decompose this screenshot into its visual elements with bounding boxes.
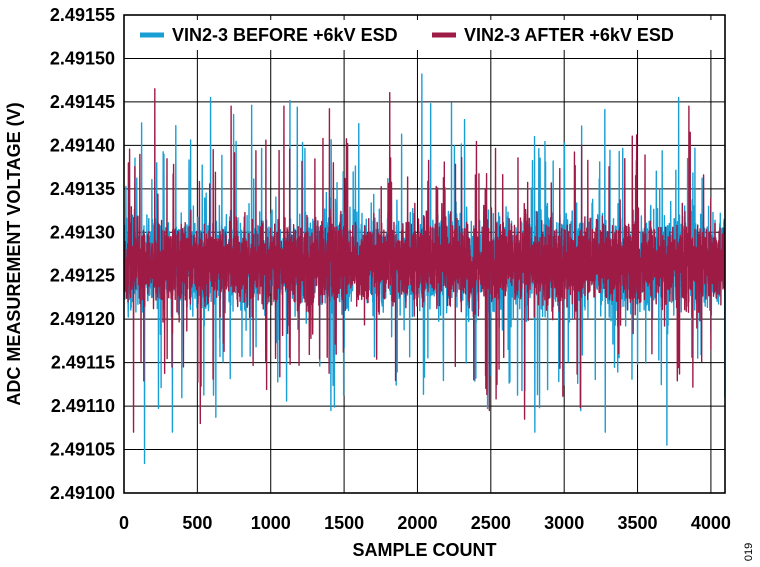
y-tick-label: 2.49135 [50,179,115,199]
y-tick-label: 2.49145 [50,92,115,112]
series-line-after [124,88,725,433]
x-tick-label: 1000 [251,513,291,533]
x-tick-label: 3500 [618,513,658,533]
x-tick-label: 2000 [397,513,437,533]
y-tick-label: 2.49105 [50,440,115,460]
legend: VIN2-3 BEFORE +6kV ESD VIN2-3 AFTER +6kV… [132,20,716,50]
y-tick-label: 2.49130 [50,222,115,242]
y-tick-label: 2.49125 [50,266,115,286]
legend-background [132,20,716,50]
x-axis-title: SAMPLE COUNT [353,540,497,560]
y-axis-ticks: 2.49100 2.49105 2.49110 2.49115 2.49120 2.491… [50,5,115,503]
x-tick-label: 500 [182,513,212,533]
x-tick-label: 3000 [544,513,584,533]
legend-label-before: VIN2-3 BEFORE +6kV ESD [172,25,398,45]
y-tick-label: 2.49115 [51,353,115,373]
figure-id: 019 [743,543,755,561]
x-tick-label: 0 [119,513,129,533]
x-tick-label: 4000 [691,513,731,533]
y-tick-label: 2.49150 [50,48,115,68]
plot-frame [123,14,726,494]
y-tick-label: 2.49155 [50,5,115,25]
y-tick-label: 2.49120 [50,309,115,329]
y-axis-title: ADC MEASUREMENT VOLTAGE (V) [4,102,24,405]
x-axis-ticks: 0 500 1000 1500 2000 2500 3000 3500 4000 [119,513,731,533]
y-tick-label: 2.49110 [51,396,115,416]
series-layer [124,73,725,465]
y-tick-label: 2.49140 [50,135,115,155]
y-tick-label: 2.49100 [50,483,115,503]
legend-label-after: VIN2-3 AFTER +6kV ESD [464,25,674,45]
x-tick-label: 1500 [324,513,364,533]
x-tick-label: 2500 [471,513,511,533]
